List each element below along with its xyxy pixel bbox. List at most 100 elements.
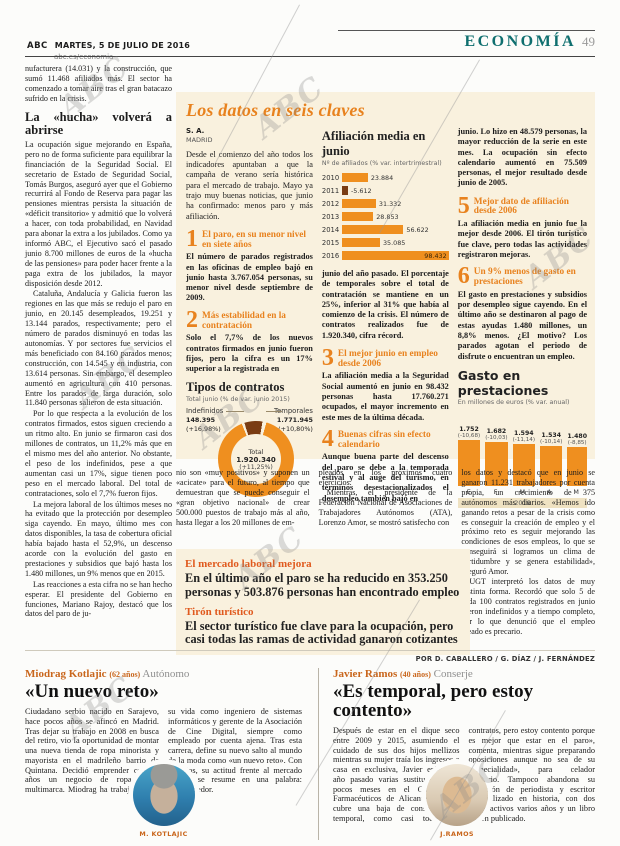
key-body: La afiliación media en junio fue la mejo… bbox=[457, 219, 587, 260]
key-item-6: 6 Un 9% menos de gasto en prestaciones E… bbox=[457, 263, 587, 361]
portrait-photo bbox=[132, 764, 195, 826]
key-body: Aunque buena parte del descenso del paro… bbox=[321, 452, 449, 503]
key-number: 6 bbox=[457, 263, 470, 290]
interviews-section: Miodrag Kotlajic (62 años) Autónomo «Un … bbox=[25, 668, 595, 840]
interview-ramos: Javier Ramos (40 años) Conserje «Es temp… bbox=[318, 668, 595, 840]
bar-value-label: 98.432 bbox=[424, 252, 447, 260]
key-title: Mejor dato de afiliación desde 2006 bbox=[473, 196, 569, 217]
section-divider bbox=[25, 650, 595, 651]
chart-title: Afiliación media en junio bbox=[321, 129, 426, 158]
key-number: 2 bbox=[186, 306, 198, 333]
article-left-column: nufacturera (14.031) y la construcción, … bbox=[25, 64, 172, 620]
spending-bar-column: 1.682 (-10,03) bbox=[485, 427, 508, 486]
pull-quote-body: El sector turístico fue clave para la oc… bbox=[185, 618, 458, 647]
key-body: El gasto en prestaciones y subsidios por… bbox=[457, 289, 587, 361]
affiliation-bar-row: 2014 56.622 bbox=[322, 223, 449, 236]
spending-bar-column: 1.594 (-11,14) bbox=[512, 429, 536, 486]
interview-header: Miodrag Kotlajic (62 años) Autónomo bbox=[25, 668, 302, 680]
bar-value-label: 28.853 bbox=[376, 213, 399, 221]
key-title: El mejor junio en empleo desde 2006 bbox=[337, 348, 438, 369]
interview-body: Ciudadano serbio nacido en Sarajevo, hac… bbox=[25, 707, 302, 795]
chart-subtitle: Nº de afiliados (% var. intertrimestral) bbox=[321, 160, 442, 167]
bar bbox=[457, 439, 481, 486]
bar bbox=[567, 446, 587, 486]
spending-bar-column: 1.752 (-10,68) bbox=[457, 426, 481, 486]
bar bbox=[341, 186, 348, 195]
key-number: 1 bbox=[186, 225, 198, 252]
authors-credit: POR D. CABALLERO / G. DÍAZ / J. FERNÁNDE… bbox=[415, 655, 595, 663]
byline: S. A. MADRID bbox=[186, 127, 313, 144]
axis-year-label: 2011 bbox=[321, 186, 340, 195]
key-item-3: 3 El mejor junio en empleo desde 2006 La… bbox=[322, 346, 449, 423]
photo-caption: J.RAMOS bbox=[440, 830, 474, 838]
bar bbox=[341, 173, 368, 182]
affiliation-bar-row: 2013 28.853 bbox=[322, 210, 449, 223]
donut-chart: Indefinidos 148.395 (+16,98%) Temporales… bbox=[186, 407, 313, 503]
portrait-photo bbox=[426, 764, 488, 826]
bar bbox=[512, 443, 536, 486]
byline-author: S. A. bbox=[186, 127, 205, 135]
chart-subtitle: En millones de euros (% var. anual) bbox=[457, 398, 570, 406]
bar-value-label: 1.534 bbox=[541, 431, 561, 439]
pull-quote-body: En el último año el paro se ha reducido … bbox=[185, 571, 460, 599]
key-item-2: 2 Más estabilidad en la contratación Sol… bbox=[186, 306, 313, 375]
bar-value-label: 1.682 bbox=[486, 427, 507, 435]
interviewee-name: Javier Ramos bbox=[333, 668, 398, 680]
chart-title: Gasto en prestaciones bbox=[457, 367, 549, 398]
six-keys-panel: Los datos en seis claves S. A. MADRID De… bbox=[176, 92, 595, 508]
key-number: 4 bbox=[321, 425, 334, 452]
article-paragraph: Las reacciones a esta cifra no se han he… bbox=[25, 579, 172, 619]
article-paragraph: La ocupación sigue mejorando en España, … bbox=[25, 139, 172, 288]
panel-column-3: junio. Lo hizo en 48.579 personas, la ma… bbox=[457, 127, 587, 510]
interview-header: Javier Ramos (40 años) Conserje bbox=[333, 668, 595, 680]
bar-value-label: 31.332 bbox=[378, 200, 402, 208]
key-title: Buenas cifras sin efecto calendario bbox=[337, 429, 431, 450]
axis-year-label: 2013 bbox=[321, 212, 340, 221]
key-body: Solo el 7,7% de los nuevos contratos fir… bbox=[186, 333, 313, 374]
bar bbox=[485, 441, 508, 486]
donut-label-indefinidos: Indefinidos 148.395 (+16,98%) bbox=[186, 407, 224, 433]
article-subheading: La «hucha» volverá a abrirse bbox=[25, 109, 172, 137]
brand-logo: ABC bbox=[27, 41, 48, 51]
article-paragraph: La mejora laboral de los últimos meses n… bbox=[25, 499, 172, 578]
bar-value-label: 56.622 bbox=[406, 226, 429, 234]
affiliation-bar-row: 2016 98.432 bbox=[322, 249, 449, 262]
pull-quotes-box: El mercado laboral mejora En el último a… bbox=[176, 549, 470, 656]
continuation-column-1: nio son «muy positivos» y suponen un «ac… bbox=[176, 468, 310, 527]
panel-intro: Desde el comienzo del año todos los indi… bbox=[186, 149, 313, 221]
axis-month-label: M bbox=[519, 487, 526, 496]
spending-bar-column: 1.480 (-8,85) bbox=[567, 433, 587, 486]
spending-bar-column: 1.534 (-10,14) bbox=[540, 431, 563, 486]
bar bbox=[540, 445, 563, 486]
donut-center: Total 1.920.340 (+11,25%) bbox=[231, 434, 281, 485]
section-header: ECONOMÍA 49 bbox=[464, 33, 595, 51]
page-number: 49 bbox=[582, 34, 595, 49]
affiliation-bar-row: 2012 31.332 bbox=[322, 197, 449, 210]
chart-title: Tipos de contratos bbox=[186, 380, 285, 395]
axis-year-label: 2016 bbox=[321, 251, 340, 260]
benefits-spending-chart: Gasto en prestaciones En millones de eur… bbox=[457, 367, 587, 508]
donut-label-temporales: Temporales 1.771.945 (+10,80%) bbox=[274, 407, 313, 433]
key-title: El paro, en su menor nivel en siete años bbox=[202, 229, 306, 250]
axis-year-label: 2014 bbox=[321, 225, 340, 234]
continuation-column-2: pleados en los próximos cuatro ejercicio… bbox=[318, 468, 453, 527]
affiliation-bar-row: 2011 -5.612 bbox=[322, 184, 449, 197]
header-rule-bottom bbox=[25, 56, 595, 57]
website-url: abc.es/economia bbox=[54, 53, 114, 61]
bar-value-label: -5.612 bbox=[350, 187, 372, 195]
axis-month-label: E bbox=[466, 487, 471, 496]
affiliation-chart: Afiliación media en junio Nº de afiliado… bbox=[322, 129, 449, 262]
contract-types-chart: Tipos de contratos Total junio (% de var… bbox=[186, 380, 313, 503]
bar bbox=[341, 238, 380, 247]
affiliation-bar-row: 2015 35.085 bbox=[322, 236, 449, 249]
key-item-5: 5 Mejor dato de afiliación desde 2006 La… bbox=[457, 193, 587, 261]
affiliation-chart-rows: 2010 23.884 2011 -5.612 2012 31.332 2013 28.853… bbox=[322, 171, 449, 262]
interview-headline: «Es temporal, pero estoy contento» bbox=[333, 681, 534, 721]
key-title: Un 9% menos de gasto en prestaciones bbox=[473, 267, 576, 288]
bar-value-label: 1.594 bbox=[514, 429, 534, 437]
key-body-continuation: junio. Lo hizo en 48.579 personas, la ma… bbox=[457, 127, 587, 188]
bar bbox=[341, 251, 449, 260]
axis-month-label: M bbox=[573, 487, 579, 496]
article-paragraph: nufacturera (14.031) y la construcción, … bbox=[25, 64, 172, 103]
